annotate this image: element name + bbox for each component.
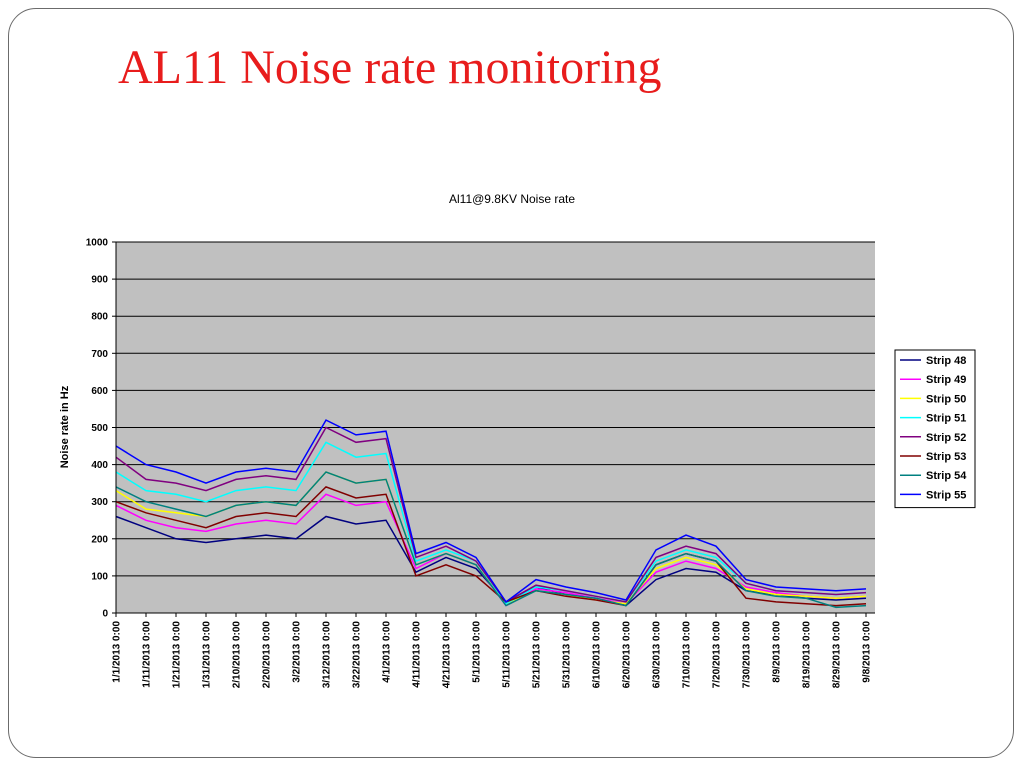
- x-tick-label: 4/1/2013 0:00: [382, 621, 393, 683]
- y-axis-title: Noise rate in Hz: [59, 385, 71, 468]
- y-tick-label: 900: [91, 275, 108, 286]
- y-tick-label: 0: [102, 609, 108, 620]
- y-tick-label: 400: [91, 460, 108, 471]
- x-tick-label: 7/30/2013 0:00: [742, 621, 753, 689]
- x-tick-label: 4/21/2013 0:00: [442, 621, 453, 689]
- series-line-strip-53: [115, 486, 867, 607]
- legend-box: [894, 349, 976, 509]
- x-tick-label: 5/21/2013 0:00: [532, 621, 543, 689]
- series-line-strip-54: [115, 471, 867, 609]
- x-tick-label: 6/20/2013 0:00: [622, 621, 633, 689]
- legend-label: Strip 51: [926, 413, 966, 425]
- series-line-strip-55: [115, 419, 867, 603]
- x-tick-label: 1/31/2013 0:00: [202, 621, 213, 689]
- x-tick-label: 9/8/2013 0:00: [862, 621, 873, 683]
- x-tick-label: 1/1/2013 0:00: [112, 621, 123, 683]
- x-tick-label: 5/11/2013 0:00: [502, 621, 513, 688]
- y-tick-label: 500: [91, 423, 108, 434]
- x-tick-label: 3/12/2013 0:00: [322, 621, 333, 689]
- axes: 0 100 200 300 400 500 600 700 800 900 1000 1/1/2013…: [86, 238, 875, 689]
- legend-label: Strip 55: [926, 489, 966, 501]
- x-tick-label: 2/20/2013 0:00: [262, 621, 273, 689]
- x-tick-label: 6/10/2013 0:00: [592, 621, 603, 689]
- x-tick-label: 8/9/2013 0:00: [772, 621, 783, 683]
- x-tick-label: 5/1/2013 0:00: [472, 621, 483, 683]
- slide-title: AL11 Noise rate monitoring: [118, 41, 662, 94]
- legend-label: Strip 48: [926, 355, 966, 367]
- legend: Strip 48 Strip 49 Strip 50 Strip 51 Strip 52…: [894, 349, 976, 509]
- chart-title: Al11@9.8KV Noise rate: [449, 192, 575, 206]
- y-tick-label: 700: [91, 349, 108, 360]
- x-tick-label: 6/30/2013 0:00: [652, 621, 663, 689]
- y-tick-label: 200: [91, 534, 108, 545]
- x-tick-label: 3/22/2013 0:00: [352, 621, 363, 689]
- series-line-strip-52: [115, 426, 867, 603]
- x-tick-label: 1/21/2013 0:00: [172, 621, 183, 689]
- legend-label: Strip 50: [926, 393, 966, 405]
- y-tick-label: 1000: [86, 238, 109, 249]
- y-tick-label: 600: [91, 386, 108, 397]
- legend-label: Strip 52: [926, 432, 966, 444]
- x-tick-label: 7/10/2013 0:00: [682, 621, 693, 689]
- x-tick-label: 4/11/2013 0:00: [412, 621, 423, 688]
- y-tick-label: 800: [91, 312, 108, 323]
- x-tick-label: 5/31/2013 0:00: [562, 621, 573, 689]
- y-tick-label: 100: [91, 571, 108, 582]
- x-tick-label: 7/20/2013 0:00: [712, 621, 723, 689]
- x-tick-label: 1/11/2013 0:00: [142, 621, 153, 688]
- x-tick-label: 3/2/2013 0:00: [292, 621, 303, 683]
- legend-label: Strip 53: [926, 451, 966, 463]
- y-tick-label: 300: [91, 497, 108, 508]
- x-tick-label: 8/29/2013 0:00: [832, 621, 843, 689]
- x-tick-label: 2/10/2013 0:00: [232, 621, 243, 689]
- gridlines: [116, 241, 875, 577]
- legend-label: Strip 49: [926, 374, 966, 386]
- series-lines: [115, 419, 867, 609]
- x-tick-label: 8/19/2013 0:00: [802, 621, 813, 689]
- legend-label: Strip 54: [926, 470, 967, 482]
